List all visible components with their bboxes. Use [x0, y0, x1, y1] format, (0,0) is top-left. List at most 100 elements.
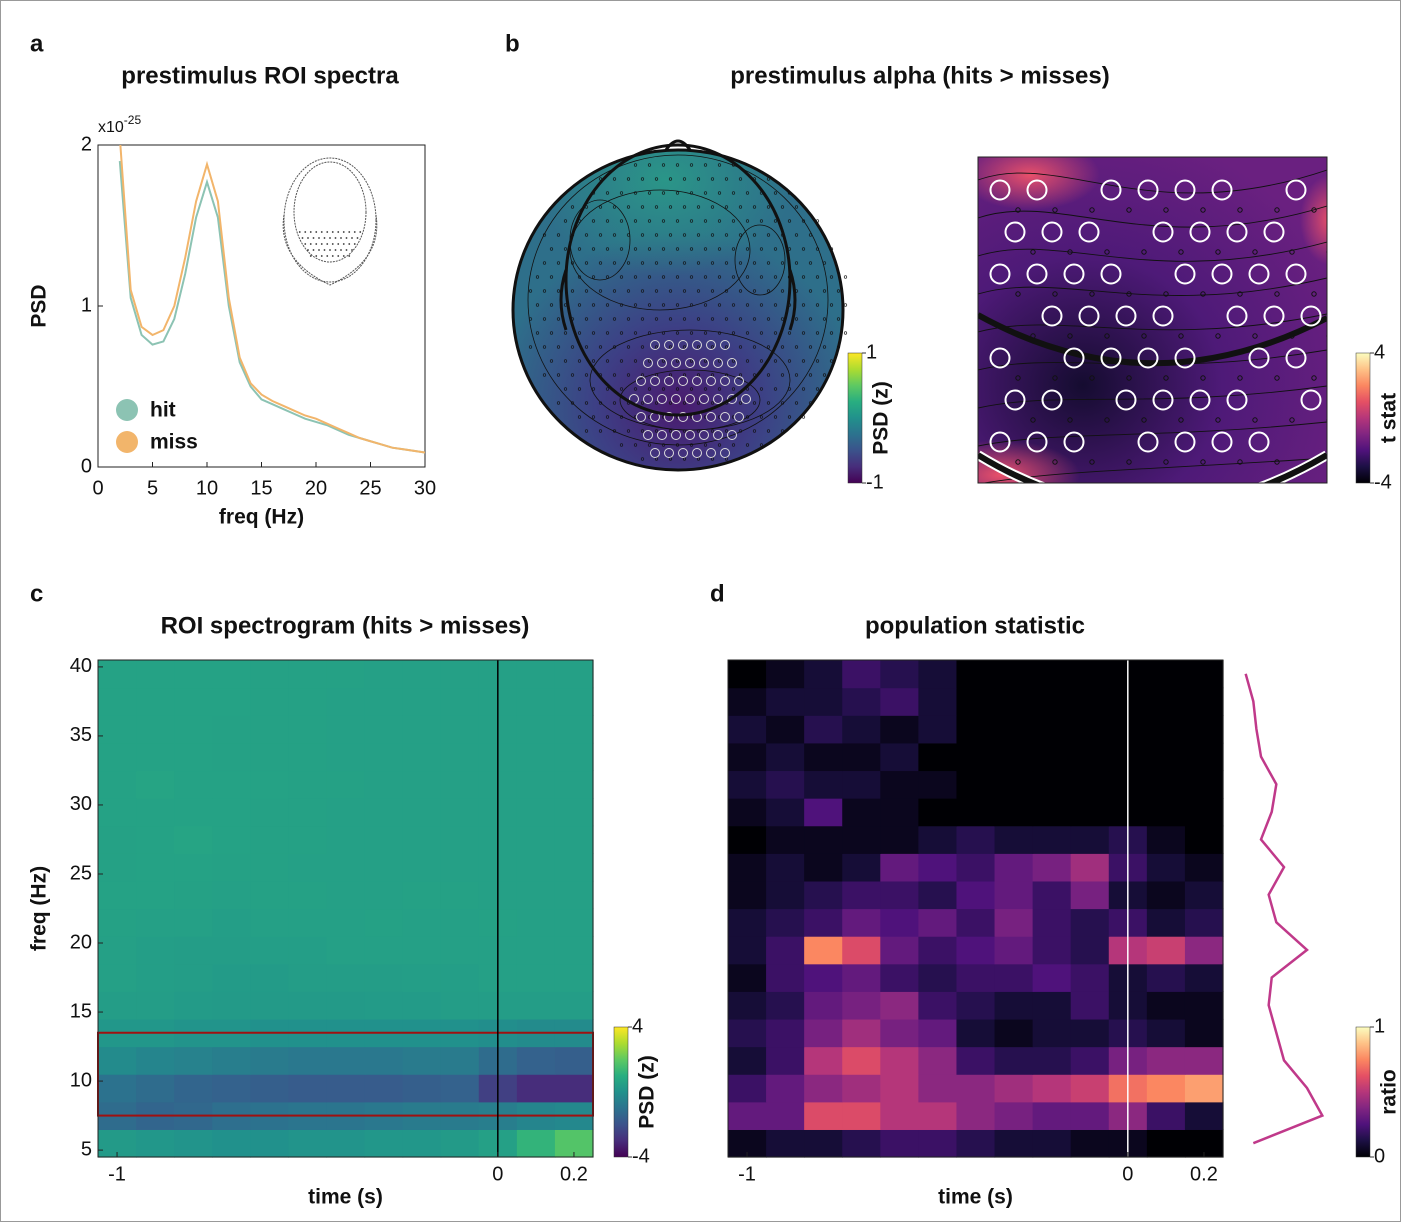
inset-sensor [356, 237, 359, 239]
contour [981, 457, 1327, 483]
inset-sensor [307, 237, 309, 239]
heatmap-cell [98, 1046, 137, 1075]
inset-sensor [351, 237, 353, 239]
sensor [1311, 291, 1317, 297]
heatmap-cell [440, 825, 480, 854]
sensor [1015, 459, 1021, 465]
heatmap-cell [174, 936, 213, 965]
roi-sensor [636, 376, 646, 386]
heatmap-cell [250, 1129, 289, 1158]
roi-sensor [1137, 347, 1159, 369]
sensor [647, 275, 652, 279]
sensor [745, 191, 750, 195]
heatmap-cell [880, 908, 919, 937]
heatmap-cell [956, 1101, 996, 1130]
sensor [759, 303, 764, 307]
sensor [633, 275, 638, 279]
sensor [745, 415, 750, 419]
contour [978, 241, 1327, 262]
heatmap-cell [1146, 715, 1186, 744]
inset-sensor [337, 243, 340, 245]
heatmap-cell [364, 825, 404, 854]
heatmap-cell [842, 936, 881, 965]
heatmap-cell [1070, 908, 1110, 937]
heatmap-cell [554, 1046, 594, 1075]
sensor [745, 359, 750, 363]
heatmap-cell [994, 770, 1034, 799]
roi-sensor [643, 358, 653, 368]
sensor [682, 261, 687, 265]
sensor [626, 205, 631, 209]
sensor [619, 191, 624, 195]
sensor [682, 177, 687, 181]
sensor [633, 247, 638, 251]
heatmap-cell [136, 825, 175, 854]
sensor [745, 303, 750, 307]
heatmap-cell [880, 742, 919, 772]
sensor [549, 331, 554, 335]
roi-sensor [713, 394, 723, 404]
sensor [598, 289, 603, 293]
sensor [703, 247, 708, 251]
heatmap-cell [956, 908, 996, 937]
roi-sensor [1211, 179, 1233, 201]
head-inner [564, 143, 792, 417]
heatmap-cell [326, 742, 366, 772]
sensor [654, 177, 659, 181]
sensor [584, 289, 589, 293]
sensor [591, 359, 596, 363]
roi-sensor [643, 430, 653, 440]
heatmap-cell [326, 1046, 366, 1075]
heatmap-cell [766, 880, 805, 910]
head-arc [978, 452, 1327, 483]
heatmap-cell [918, 798, 958, 827]
sensor [563, 219, 568, 223]
sensor [647, 191, 652, 195]
roi-sensor [706, 376, 716, 386]
sensor [584, 233, 589, 237]
sensor [584, 373, 589, 377]
inset-sensor [348, 243, 351, 245]
inset-head [282, 157, 378, 286]
heatmap-cell [440, 660, 480, 689]
sensor [731, 275, 736, 279]
sensor [1104, 333, 1110, 339]
sensor [605, 303, 610, 307]
heatmap-cell [136, 1074, 175, 1103]
heatmap-cell [250, 1046, 289, 1075]
x-tick-label: 20 [305, 477, 327, 499]
roi-sensor [692, 448, 702, 458]
sensor [731, 359, 736, 363]
sensor [1274, 459, 1280, 465]
roi-sensor [692, 376, 702, 386]
heatmap-cell [516, 963, 556, 992]
sensor [675, 331, 680, 335]
sensor [584, 261, 589, 265]
heatmap-cell [212, 1046, 251, 1075]
inset-sensor [340, 237, 342, 239]
sensor [661, 443, 666, 447]
heatmap-cell [326, 853, 366, 882]
heatmap-cell [364, 687, 404, 716]
heatmap-cell [766, 963, 805, 992]
heatmap-cell [98, 715, 137, 744]
inset-sensor [304, 243, 307, 245]
heatmap-cell [212, 991, 251, 1020]
sensor [542, 345, 547, 349]
heatmap-cell [766, 715, 805, 744]
sensor [668, 289, 673, 293]
sensor [738, 177, 743, 181]
sensor [794, 233, 799, 237]
sensor [668, 401, 673, 405]
heatmap-cell [98, 908, 137, 937]
heatmap-cell [842, 1101, 881, 1130]
inset-sensor [345, 237, 348, 239]
heatmap-cell [402, 936, 442, 965]
heatmap-cell [1070, 880, 1110, 910]
y-tick-label: 1 [81, 294, 92, 316]
sensor [696, 401, 701, 405]
heatmap-cell [880, 798, 919, 827]
sensor [654, 345, 659, 349]
heatmap-cell [1032, 963, 1072, 992]
sensor [1067, 417, 1073, 423]
